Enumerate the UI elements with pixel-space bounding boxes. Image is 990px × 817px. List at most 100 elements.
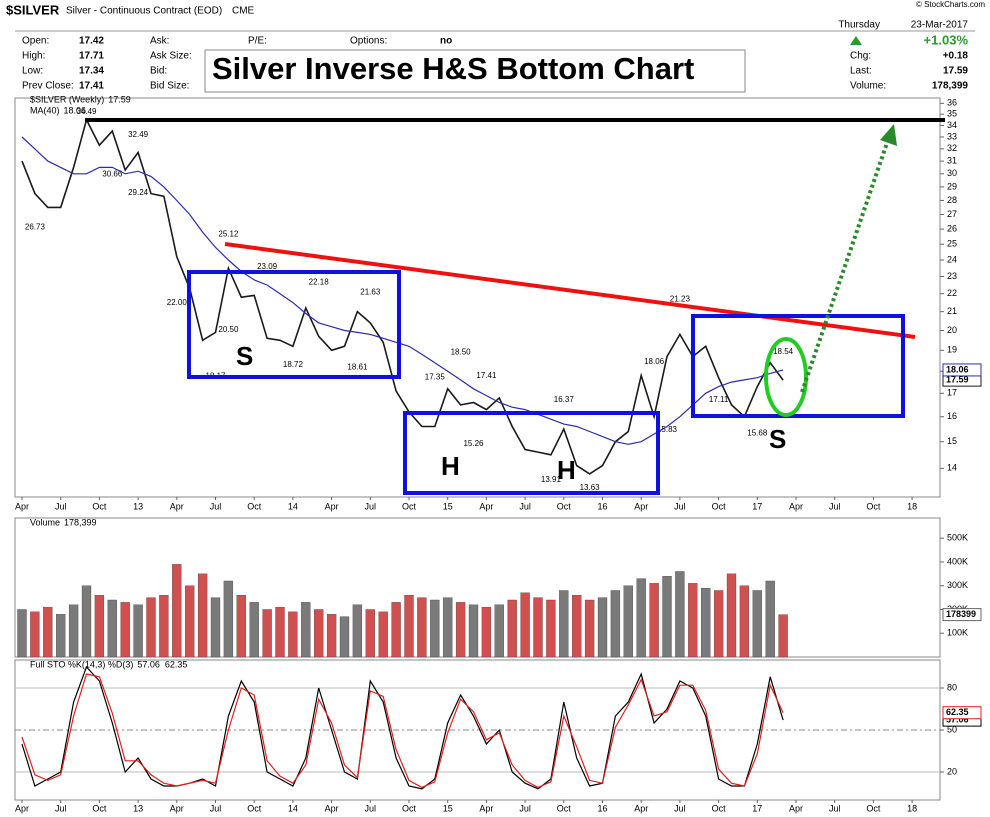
volume-bar	[68, 604, 79, 658]
x-tick-label: Oct	[402, 803, 417, 813]
x-tick-label: Jul	[674, 501, 686, 511]
pattern-label: S	[769, 424, 786, 454]
volume-bar	[713, 590, 724, 658]
volume-bar	[197, 573, 208, 658]
volume-bar	[468, 604, 479, 658]
volume-bar	[636, 578, 646, 658]
price-label: 26.73	[25, 223, 46, 232]
copyright: © StockCharts.com	[916, 0, 985, 9]
volume-bar	[765, 580, 775, 658]
x-tick-label: 15	[443, 501, 453, 511]
series-line	[21, 665, 784, 790]
price-label: 18.61	[347, 362, 368, 371]
x-tick-label: Jul	[519, 501, 531, 511]
field-label: Ask:	[150, 36, 169, 47]
neckline	[224, 242, 916, 339]
volume-bar	[572, 595, 582, 658]
volume-bar	[481, 606, 492, 658]
x-tick-label: Jul	[519, 803, 531, 813]
volume-bar	[326, 614, 337, 658]
last-value: 62.35	[946, 707, 969, 717]
volume-bar	[778, 614, 788, 658]
price-label: 18.06	[644, 357, 665, 366]
y-tick-label: 31	[947, 155, 957, 165]
x-tick-label: Oct	[92, 501, 107, 511]
field-label: Volume:	[850, 81, 886, 92]
price-label: 15.83	[657, 425, 678, 434]
x-tick-label: Oct	[247, 501, 262, 511]
volume-bar	[223, 580, 234, 658]
volume-bar	[43, 606, 53, 658]
last-value-tag	[942, 706, 982, 720]
x-tick-label: 17	[752, 501, 762, 511]
x-tick-label: Jul	[210, 803, 222, 813]
x-tick-label: 13	[133, 803, 143, 813]
x-tick-label: Jul	[55, 501, 67, 511]
x-tick-label: Apr	[634, 803, 648, 813]
x-tick-label: Apr	[789, 803, 803, 813]
volume-bar	[649, 583, 659, 658]
x-tick-label: Apr	[479, 803, 493, 813]
price-label: 15.68	[747, 429, 768, 438]
y-tick-label: 30	[947, 168, 957, 178]
volume-bar	[739, 585, 750, 658]
x-tick-label: 14	[288, 803, 298, 813]
volume-bar	[623, 585, 633, 658]
field-value: +0.18	[943, 51, 969, 62]
y-tick-label: 33	[947, 131, 957, 141]
volume-bar	[430, 599, 440, 658]
legend-value: 62.35	[165, 659, 188, 669]
title-box	[204, 49, 746, 93]
price-label: 18.72	[283, 360, 304, 369]
legend-value: 57.06	[137, 659, 160, 669]
y-tick-label: 15	[947, 436, 957, 446]
y-tick-label: 35	[947, 109, 957, 119]
date: 23-Mar-2017	[911, 20, 969, 31]
price-label: 32.49	[128, 130, 149, 139]
volume-bar	[391, 602, 401, 658]
price-label: 16.37	[554, 395, 575, 404]
last-value-tag	[942, 363, 982, 377]
day: Thursday	[838, 20, 880, 31]
series-line	[21, 117, 784, 475]
pattern-label: S	[236, 341, 253, 371]
field-label: P/E:	[248, 36, 267, 47]
legend-value: 17.59	[108, 94, 131, 104]
field-label: Open:	[22, 36, 49, 47]
y-tick-label: 20	[947, 325, 957, 335]
legend-value: 18.06	[64, 105, 87, 115]
y-tick-label: 20	[947, 766, 957, 776]
volume-bar	[701, 587, 711, 658]
y-tick-label: 21	[947, 306, 957, 316]
field-value: 17.42	[79, 36, 104, 47]
volume-bar	[30, 611, 40, 658]
volume-bar	[172, 564, 182, 658]
volume-bar	[275, 606, 285, 658]
x-tick-label: 15	[443, 803, 453, 813]
volume-bar	[288, 611, 298, 658]
volume-bar	[662, 576, 672, 658]
volume-bar	[339, 616, 350, 658]
volume-bar	[146, 597, 156, 658]
x-tick-label: Jul	[365, 501, 377, 511]
x-tick-label: Oct	[866, 501, 881, 511]
up-arrow	[850, 36, 862, 45]
volume-bar	[262, 609, 272, 658]
volume-bar	[520, 592, 530, 658]
price-label: 20.50	[218, 325, 239, 334]
volume-bar	[301, 602, 311, 658]
y-tick-label: 50	[947, 724, 957, 734]
volume-bar	[688, 583, 698, 658]
left-shoulder-box	[187, 270, 401, 379]
change-pct: +1.03%	[924, 32, 969, 47]
y-tick-label: 19	[947, 345, 957, 355]
price-label: 13.91	[541, 475, 562, 484]
price-label: 30.66	[102, 169, 123, 178]
x-tick-label: Apr	[170, 803, 184, 813]
last-value: 18.06	[946, 364, 969, 374]
symbol: $SILVER	[6, 2, 60, 17]
volume-bar	[726, 573, 737, 658]
field-value: 17.59	[943, 66, 968, 77]
x-tick-label: Apr	[15, 501, 29, 511]
head-box	[403, 411, 660, 495]
